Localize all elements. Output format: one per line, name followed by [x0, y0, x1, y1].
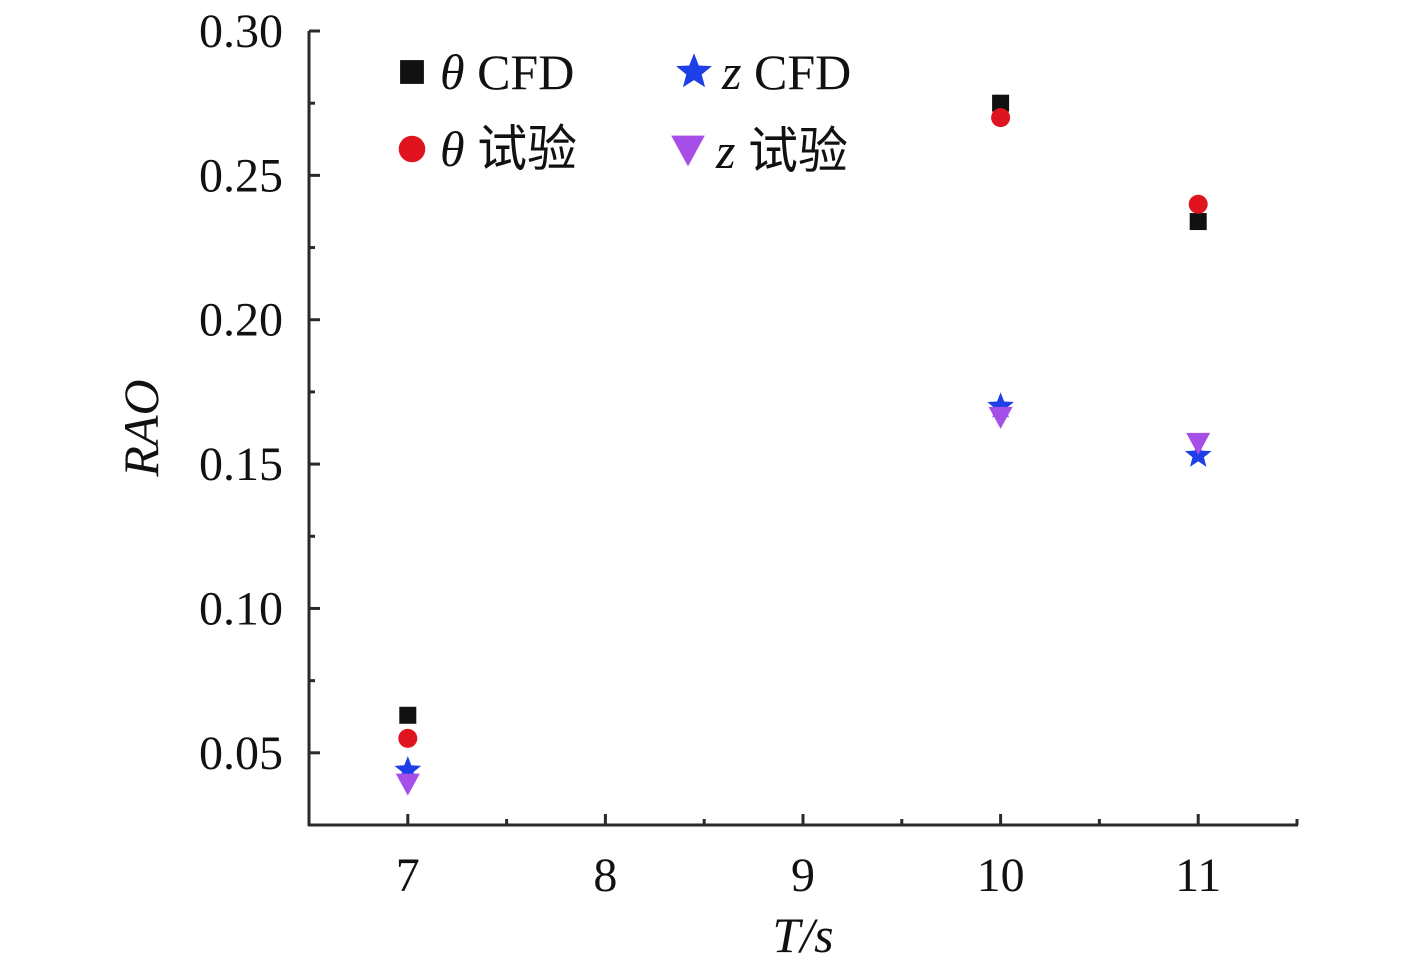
- legend-marker: [400, 60, 424, 84]
- data-point: [988, 406, 1013, 429]
- y-axis-title: RAO: [113, 379, 169, 477]
- data-point: [399, 706, 417, 724]
- legend-label: z CFD: [721, 44, 851, 100]
- x-tick-label: 10: [977, 849, 1025, 902]
- y-tick-label: 0.25: [199, 149, 283, 202]
- legend-marker: [398, 135, 426, 163]
- legend-label: z 试验: [715, 123, 848, 179]
- legend-marker: [676, 53, 712, 88]
- data-points: [394, 94, 1212, 796]
- data-point: [398, 728, 418, 748]
- legend-item: θ 试验: [398, 121, 577, 177]
- x-axis-title: T/s: [772, 907, 833, 963]
- x-tick-label: 7: [396, 849, 420, 902]
- legend-label: θ 试验: [440, 121, 577, 177]
- y-tick-label: 0.20: [199, 294, 283, 347]
- legend-item: z 试验: [671, 123, 848, 179]
- y-tick-label: 0.05: [199, 727, 283, 780]
- legend-item: θ CFD: [400, 44, 574, 100]
- x-tick-label: 11: [1175, 849, 1221, 902]
- data-point: [394, 756, 422, 782]
- ticks: 0.05 0.10 0.15 0.20 0.25 0.30 7 8 9 10 11: [199, 5, 1299, 902]
- legend: θ CFD θ 试验 z CFD z 试验: [398, 44, 851, 179]
- legend-label: θ CFD: [440, 44, 574, 100]
- data-point: [1189, 213, 1207, 231]
- legend-marker: [671, 135, 705, 167]
- data-point: [1186, 432, 1211, 455]
- y-tick-label: 0.15: [199, 438, 283, 491]
- y-tick-label: 0.10: [199, 582, 283, 635]
- data-point: [395, 773, 420, 796]
- y-tick-label: 0.30: [199, 5, 283, 58]
- x-tick-label: 9: [791, 849, 815, 902]
- data-point: [987, 392, 1014, 418]
- data-point: [991, 108, 1011, 128]
- data-point: [1188, 194, 1208, 214]
- x-tick-label: 8: [593, 849, 617, 902]
- data-point: [992, 94, 1010, 112]
- legend-item: z CFD: [676, 44, 851, 100]
